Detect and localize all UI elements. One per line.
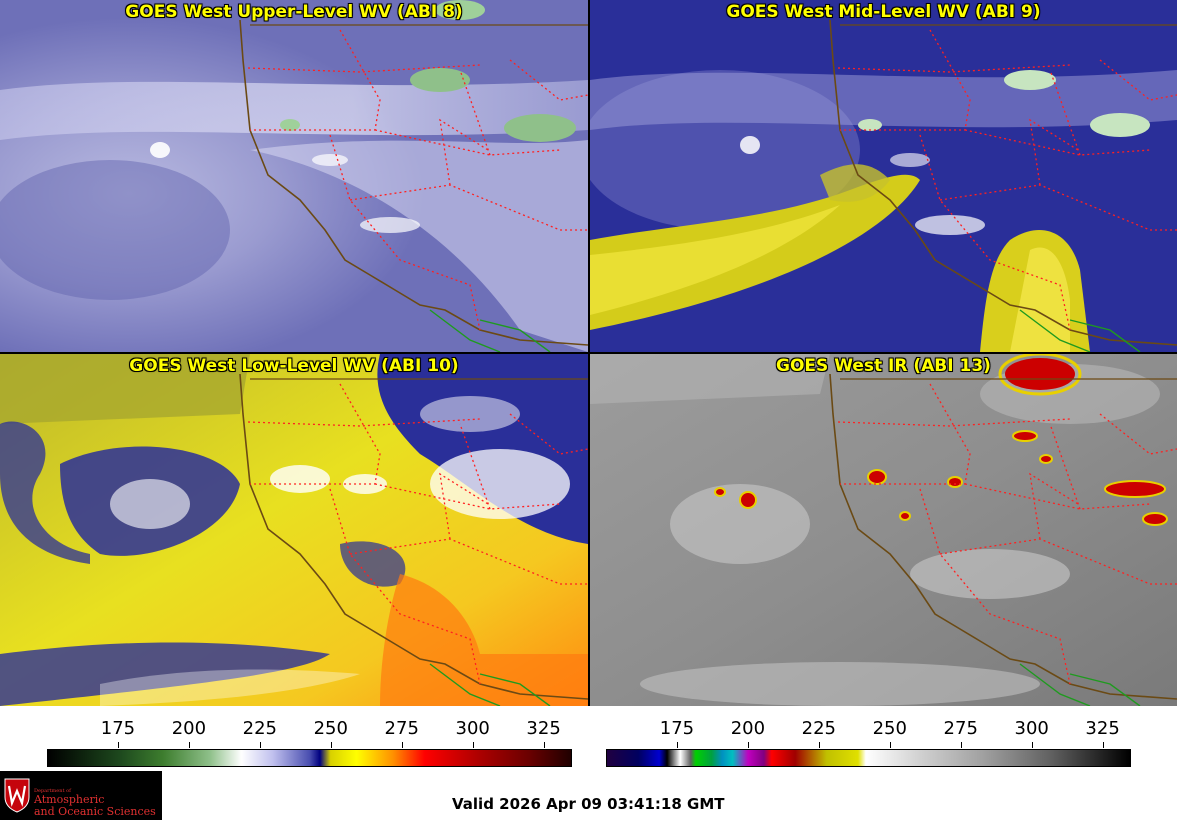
colorbar-tick-mark [1031,742,1033,748]
mid-level-wv-panel: GOES West Mid-Level WV (ABI 9) [590,0,1177,352]
colorbar-tick-mark [188,742,190,748]
colorbar-tick-label: 225 [242,718,278,739]
colorbar-tick-mark [676,742,678,748]
colorbar-tick-mark [747,742,749,748]
colorbar-tick-label: 325 [1085,718,1120,739]
panel-title: GOES West Mid-Level WV (ABI 9) [726,2,1041,22]
low-level-wv-image [0,354,588,706]
low-level-wv-panel: GOES West Low-Level WV (ABI 10) [0,354,588,706]
colorbar-tick-mark [889,742,891,748]
ir-colorbar-ticks: 175 200 225 250 275 300 325 [606,718,1131,748]
logo-line-3-text: and Oceanic Sciences [34,805,156,818]
colorbar-tick-mark [117,742,119,748]
panel-title: GOES West Upper-Level WV (ABI 8) [125,2,463,22]
logo-line-2: Atmospheric and Oceanic Sciences [34,794,156,818]
logo-line-1: Department of [34,788,71,794]
ir-image [590,354,1177,706]
valid-time: Valid 2026 Apr 09 03:41:18 GMT [452,795,725,813]
colorbar-tick-label: 275 [943,718,978,739]
wv-colorbar-ticks: 175 200 225 250 275 300 325 [47,718,572,748]
colorbar-tick-mark [472,742,474,748]
logo-line-2-text: Atmospheric [34,793,105,806]
colorbar-tick-mark [401,742,403,748]
colorbar-tick-mark [960,742,962,748]
university-shield-icon [4,778,30,813]
colorbar-tick-mark [1102,742,1104,748]
colorbar-tick-label: 175 [659,718,695,739]
colorbar-tick-mark [330,742,332,748]
panel-divider-horizontal [0,352,1177,354]
upper-level-wv-image [0,0,588,352]
colorbar-tick-label: 175 [100,718,136,739]
colorbar-tick-label: 225 [801,718,837,739]
colorbar-tick-mark [543,742,545,748]
colorbar-tick-label: 250 [313,718,348,739]
colorbar-tick-label: 200 [171,718,207,739]
department-logo: Department of Atmospheric and Oceanic Sc… [0,771,162,820]
colorbar-tick-label: 200 [730,718,766,739]
ir-colorbar [606,749,1131,767]
colorbar-tick-mark [818,742,820,748]
colorbar-tick-label: 325 [526,718,561,739]
mid-level-wv-image [590,0,1177,352]
colorbar-tick-label: 300 [1014,718,1049,739]
panel-title: GOES West IR (ABI 13) [776,356,991,376]
ir-panel: GOES West IR (ABI 13) [590,354,1177,706]
colorbar-tick-label: 275 [384,718,419,739]
colorbar-tick-label: 250 [872,718,907,739]
panel-title: GOES West Low-Level WV (ABI 10) [129,356,459,376]
wv-colorbar [47,749,572,767]
colorbar-tick-mark [259,742,261,748]
upper-level-wv-panel: GOES West Upper-Level WV (ABI 8) [0,0,588,352]
colorbar-tick-label: 300 [455,718,490,739]
